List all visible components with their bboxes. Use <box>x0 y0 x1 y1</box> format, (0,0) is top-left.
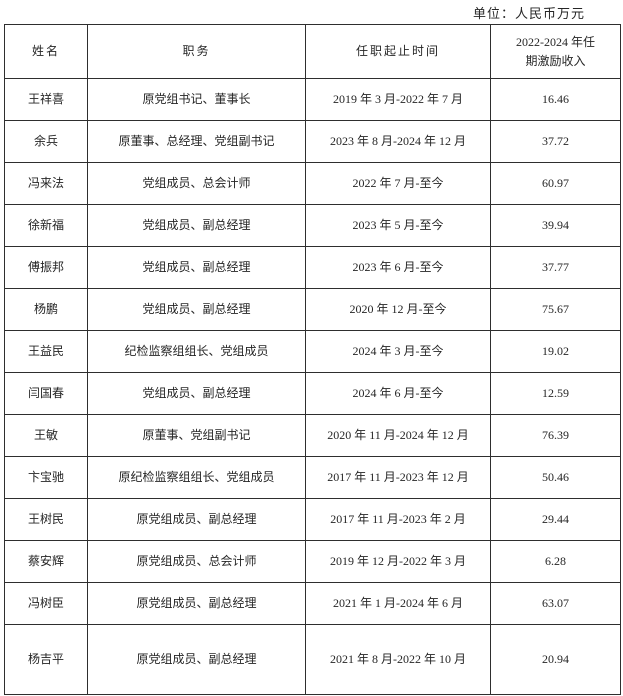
row-name-cell: 傅振邦 <box>4 246 88 289</box>
header-term: 任职起止时间 <box>305 24 491 79</box>
row-name-cell: 王祥喜 <box>4 78 88 121</box>
row-position-cell: 原董事、总经理、党组副书记 <box>87 120 306 163</box>
table-row: 王敏 原董事、党组副书记 2020 年 11 月-2024 年 12 月 76.39 <box>4 414 621 457</box>
header-income: 2022-2024 年任 期激励收入 <box>490 24 621 79</box>
row-income-cell: 76.39 <box>490 414 621 457</box>
row-income-cell: 20.94 <box>490 624 621 695</box>
row-term-cell: 2020 年 12 月-至今 <box>305 288 491 331</box>
table-row: 冯来法 党组成员、总会计师 2022 年 7 月-至今 60.97 <box>4 162 621 205</box>
row-name-cell: 冯树臣 <box>4 582 88 625</box>
row-term-cell: 2017 年 11 月-2023 年 12 月 <box>305 456 491 499</box>
row-name-cell: 王敏 <box>4 414 88 457</box>
row-position-cell: 原纪检监察组组长、党组成员 <box>87 456 306 499</box>
row-name-cell: 杨吉平 <box>4 624 88 695</box>
row-income-cell: 37.77 <box>490 246 621 289</box>
table-row: 冯树臣 原党组成员、副总经理 2021 年 1 月-2024 年 6 月 63.07 <box>4 582 621 625</box>
row-position-cell: 原党组成员、副总经理 <box>87 624 306 695</box>
row-term-cell: 2017 年 11 月-2023 年 2 月 <box>305 498 491 541</box>
row-position-cell: 纪检监察组组长、党组成员 <box>87 330 306 373</box>
row-term-cell: 2021 年 8 月-2022 年 10 月 <box>305 624 491 695</box>
header-position: 职务 <box>87 24 306 79</box>
row-position-cell: 原党组成员、副总经理 <box>87 498 306 541</box>
row-term-cell: 2022 年 7 月-至今 <box>305 162 491 205</box>
row-income-cell: 39.94 <box>490 204 621 247</box>
table-header-row: 姓名 职务 任职起止时间 2022-2024 年任 期激励收入 <box>4 24 621 79</box>
row-income-cell: 37.72 <box>490 120 621 163</box>
executive-compensation-table: 姓名 职务 任职起止时间 2022-2024 年任 期激励收入 王祥喜 原党组书记… <box>4 24 621 695</box>
row-name-cell: 杨鹏 <box>4 288 88 331</box>
row-name-cell: 冯来法 <box>4 162 88 205</box>
row-term-cell: 2023 年 6 月-至今 <box>305 246 491 289</box>
row-position-cell: 原党组成员、副总经理 <box>87 582 306 625</box>
row-term-cell: 2019 年 12 月-2022 年 3 月 <box>305 540 491 583</box>
row-income-cell: 50.46 <box>490 456 621 499</box>
row-term-cell: 2020 年 11 月-2024 年 12 月 <box>305 414 491 457</box>
table-row: 蔡安辉 原党组成员、总会计师 2019 年 12 月-2022 年 3 月 6.28 <box>4 540 621 583</box>
table-row: 傅振邦 党组成员、副总经理 2023 年 6 月-至今 37.77 <box>4 246 621 289</box>
table-body: 王祥喜 原党组书记、董事长 2019 年 3 月-2022 年 7 月 16.46 余兵… <box>4 78 621 695</box>
row-income-cell: 29.44 <box>490 498 621 541</box>
row-position-cell: 党组成员、副总经理 <box>87 204 306 247</box>
table-row: 杨鹏 党组成员、副总经理 2020 年 12 月-至今 75.67 <box>4 288 621 331</box>
row-income-cell: 63.07 <box>490 582 621 625</box>
row-position-cell: 原党组成员、总会计师 <box>87 540 306 583</box>
row-income-cell: 6.28 <box>490 540 621 583</box>
row-name-cell: 蔡安辉 <box>4 540 88 583</box>
unit-label: 单位：人民币万元 <box>472 6 585 21</box>
row-term-cell: 2019 年 3 月-2022 年 7 月 <box>305 78 491 121</box>
row-income-cell: 75.67 <box>490 288 621 331</box>
row-term-cell: 2023 年 8 月-2024 年 12 月 <box>305 120 491 163</box>
row-income-cell: 16.46 <box>490 78 621 121</box>
row-term-cell: 2024 年 6 月-至今 <box>305 372 491 415</box>
row-income-cell: 60.97 <box>490 162 621 205</box>
row-term-cell: 2023 年 5 月-至今 <box>305 204 491 247</box>
row-position-cell: 党组成员、总会计师 <box>87 162 306 205</box>
row-position-cell: 原党组书记、董事长 <box>87 78 306 121</box>
row-name-cell: 王树民 <box>4 498 88 541</box>
table-row: 杨吉平 原党组成员、副总经理 2021 年 8 月-2022 年 10 月 20.94 <box>4 624 621 695</box>
header-name: 姓名 <box>4 24 88 79</box>
row-name-cell: 闫国春 <box>4 372 88 415</box>
row-term-cell: 2021 年 1 月-2024 年 6 月 <box>305 582 491 625</box>
row-income-cell: 12.59 <box>490 372 621 415</box>
row-name-cell: 王益民 <box>4 330 88 373</box>
row-name-cell: 余兵 <box>4 120 88 163</box>
row-name-cell: 卞宝驰 <box>4 456 88 499</box>
row-name-cell: 徐新福 <box>4 204 88 247</box>
table-row: 王树民 原党组成员、副总经理 2017 年 11 月-2023 年 2 月 29.44 <box>4 498 621 541</box>
table-row: 余兵 原董事、总经理、党组副书记 2023 年 8 月-2024 年 12 月 37.… <box>4 120 621 163</box>
row-income-cell: 19.02 <box>490 330 621 373</box>
row-term-cell: 2024 年 3 月-至今 <box>305 330 491 373</box>
row-position-cell: 党组成员、副总经理 <box>87 372 306 415</box>
row-position-cell: 党组成员、副总经理 <box>87 246 306 289</box>
table-row: 王祥喜 原党组书记、董事长 2019 年 3 月-2022 年 7 月 16.46 <box>4 78 621 121</box>
table-row: 王益民 纪检监察组组长、党组成员 2024 年 3 月-至今 19.02 <box>4 330 621 373</box>
table-row: 徐新福 党组成员、副总经理 2023 年 5 月-至今 39.94 <box>4 204 621 247</box>
row-position-cell: 原董事、党组副书记 <box>87 414 306 457</box>
table-row: 闫国春 党组成员、副总经理 2024 年 6 月-至今 12.59 <box>4 372 621 415</box>
row-position-cell: 党组成员、副总经理 <box>87 288 306 331</box>
